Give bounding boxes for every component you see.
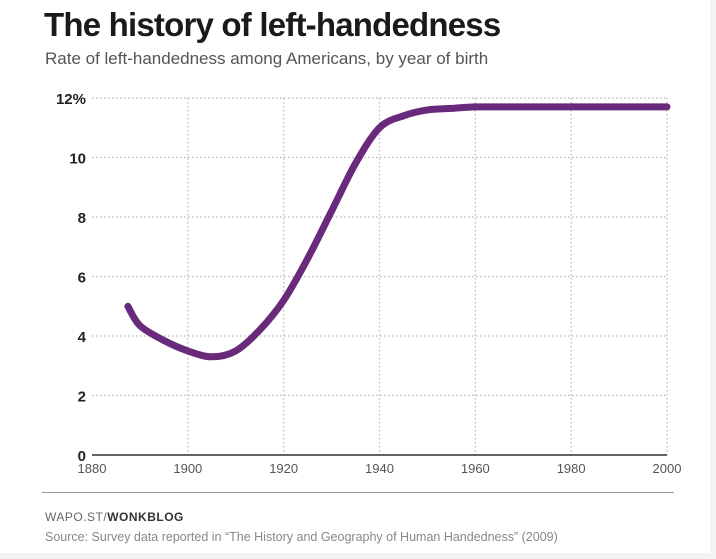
credit-line: WAPO.ST/WONKBLOG: [45, 510, 184, 524]
line-chart: 0 2 4 6 8 10 12% 1880 1900 1920 1940 1960 1980 2000: [56, 91, 681, 476]
grid-lines: [92, 97, 668, 455]
x-tick-label: 1880: [78, 461, 107, 476]
series-line: [124, 103, 671, 361]
chart-title: The history of left-handedness: [44, 6, 501, 43]
x-tick-label: 1920: [269, 461, 298, 476]
y-tick-label: 12%: [56, 91, 86, 108]
y-tick-label: 6: [78, 270, 86, 287]
tick-labels: 0 2 4 6 8 10 12% 1880 1900 1920 1940 1960 1980 2000: [56, 91, 681, 476]
y-tick-label: 8: [78, 210, 86, 227]
x-tick-label: 1980: [557, 461, 586, 476]
credit-brand: WONKBLOG: [107, 510, 184, 524]
y-tick-label: 0: [78, 448, 86, 465]
credit-prefix: WAPO.ST/: [45, 510, 108, 524]
x-tick-label: 2000: [653, 461, 682, 476]
x-tick-label: 1940: [365, 461, 394, 476]
y-tick-label: 2: [78, 389, 86, 406]
x-tick-label: 1960: [461, 461, 490, 476]
y-tick-label: 4: [78, 329, 87, 346]
x-tick-label: 1900: [173, 461, 202, 476]
bottom-edge-strip: [0, 553, 716, 559]
series-group: [124, 103, 671, 361]
chart-subtitle: Rate of left-handedness among Americans,…: [45, 49, 489, 68]
source-note: Source: Survey data reported in “The His…: [45, 530, 558, 544]
y-tick-label: 10: [69, 151, 86, 168]
footer-divider: [42, 492, 674, 493]
right-edge-strip: [710, 0, 716, 559]
